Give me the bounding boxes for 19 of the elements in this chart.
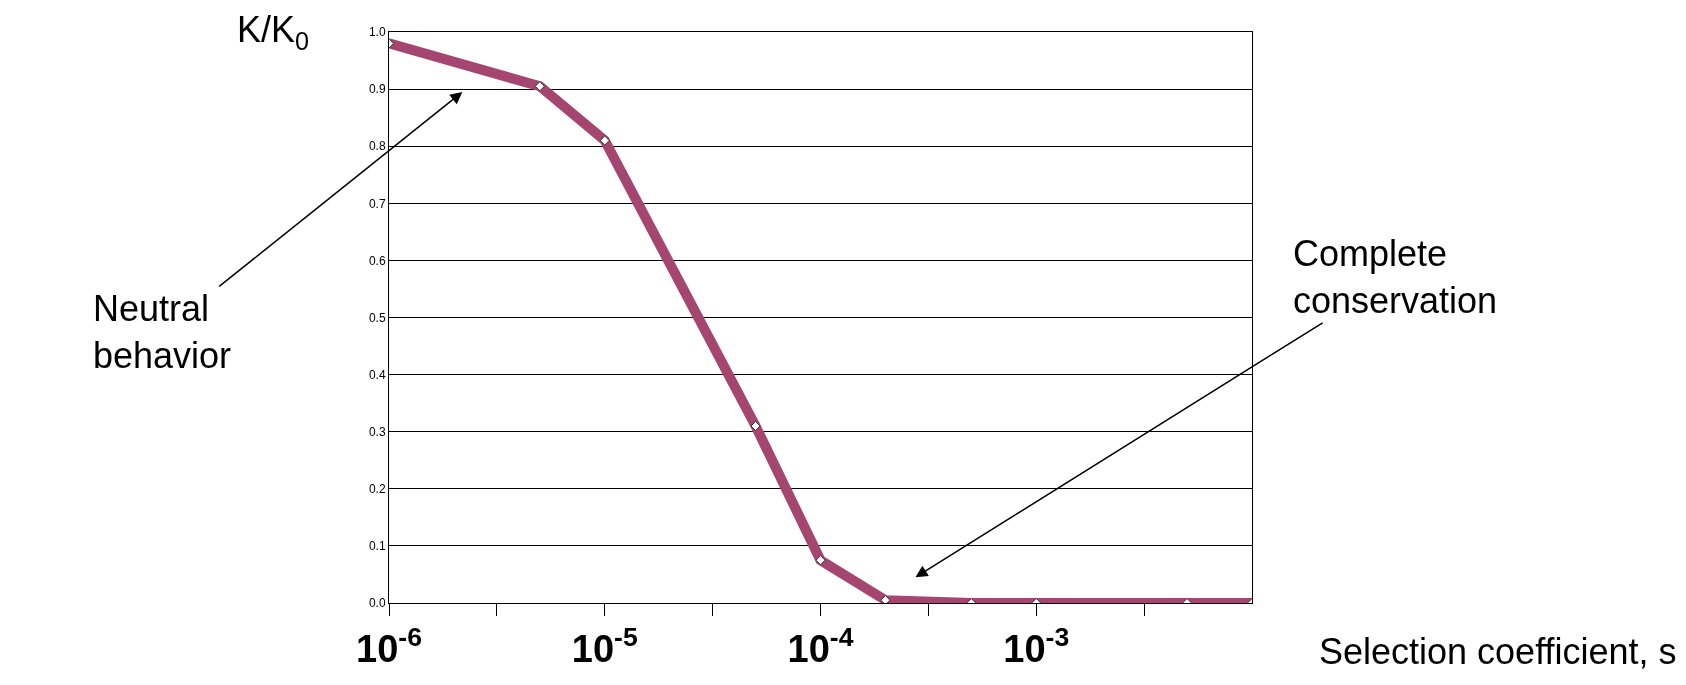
y-tick-label: 0.5 [368, 310, 386, 325]
y-tick-label: 0.4 [368, 367, 386, 382]
x-axis-title: Selection coefficient, s [1319, 631, 1677, 672]
y-tick-label: 1.0 [368, 25, 386, 40]
text: Complete conservation [1293, 233, 1498, 321]
x-tick-label: 10$^{-3}$ [1003, 621, 1070, 670]
y-tick-label: 0.8 [368, 139, 386, 154]
y-tick-label: 0.0 [368, 596, 386, 611]
y-tick-label: 0.2 [368, 482, 386, 496]
y-tick-label: 0.6 [368, 253, 386, 268]
y-axis-title: K/K$_{0}$ [237, 9, 310, 55]
x-tick-label: 10$^{-4}$ [787, 621, 854, 670]
y-tick-label: 0.7 [368, 196, 386, 211]
x-tick-label: 10$^{-5}$ [571, 621, 638, 670]
x-tick-label: 10$^{-6}$ [356, 621, 422, 670]
text: Neutral behavior [93, 288, 232, 376]
y-tick-label: 0.9 [368, 82, 386, 97]
y-tick-label: 0.3 [368, 424, 386, 439]
y-tick-label: 0.1 [368, 539, 386, 554]
